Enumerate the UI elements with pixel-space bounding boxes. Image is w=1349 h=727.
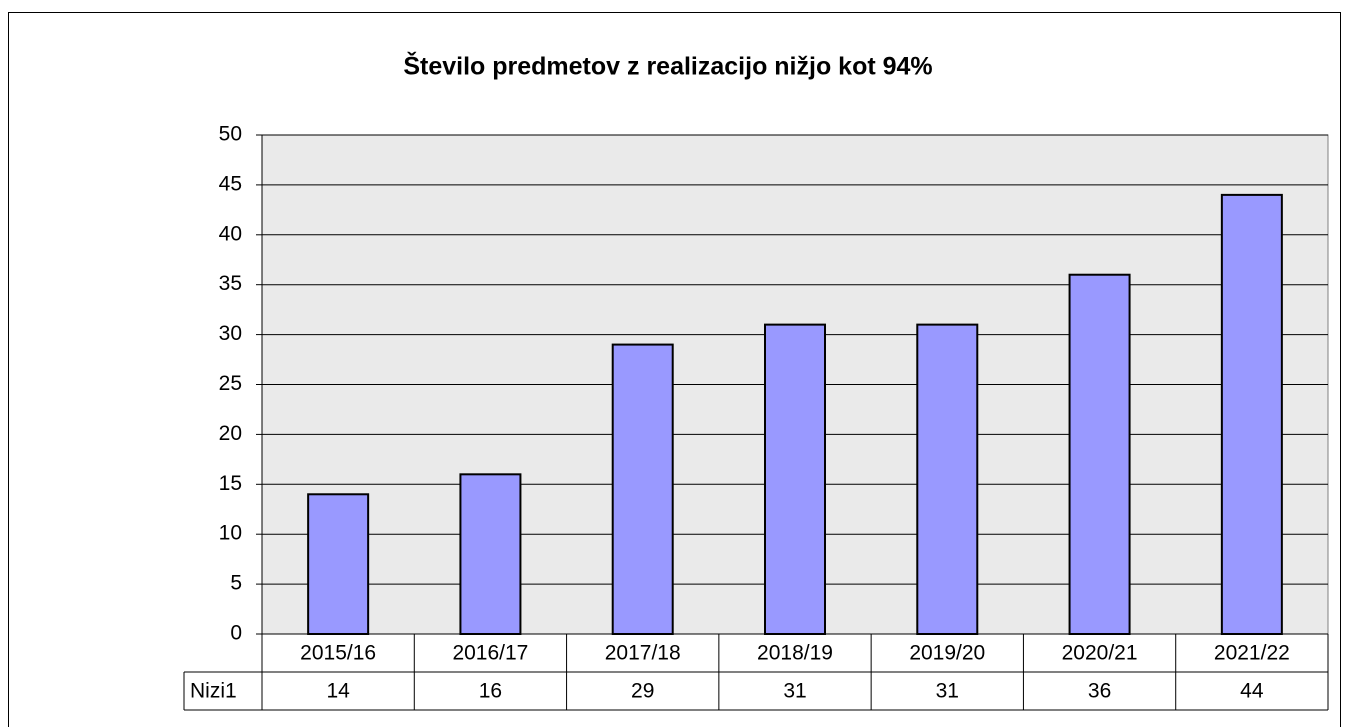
x-tick-label: 2015/16 (300, 642, 376, 665)
bar (916, 323, 979, 635)
y-tick-label: 40 (219, 222, 242, 245)
chart-title: Število predmetov z realizacijo nižjo ko… (403, 51, 932, 81)
y-tick-label: 20 (219, 422, 242, 445)
table-value: 31 (783, 680, 806, 703)
bar (764, 323, 826, 635)
legend-label: Nizi1 (190, 680, 237, 703)
table-value: 44 (1240, 680, 1264, 703)
x-tick-label: 2019/20 (909, 642, 985, 665)
table-value: 36 (1088, 680, 1111, 703)
y-tick-label: 45 (219, 172, 242, 195)
table-value: 31 (936, 680, 959, 703)
bar (307, 493, 370, 635)
x-tick-label: 2016/17 (452, 642, 528, 665)
y-tick-label: 50 (219, 123, 242, 146)
table-value: 16 (479, 680, 502, 703)
table-value: 29 (631, 680, 654, 703)
x-tick-label: 2020/21 (1062, 642, 1138, 665)
y-tick-label: 0 (230, 622, 242, 645)
y-tick-label: 10 (219, 522, 242, 545)
x-tick-label: 2018/19 (757, 642, 833, 665)
y-tick-label: 30 (219, 322, 242, 345)
y-tick-label: 5 (230, 572, 242, 595)
y-tick-label: 15 (219, 472, 242, 495)
y-tick-label: 35 (219, 272, 242, 295)
table-value: 14 (326, 680, 350, 703)
y-tick-label: 25 (219, 372, 242, 395)
x-tick-label: 2017/18 (605, 642, 681, 665)
bar (1068, 273, 1131, 635)
x-tick-label: 2021/22 (1214, 642, 1290, 665)
bar (1220, 193, 1283, 635)
bar (459, 473, 522, 635)
bar (611, 343, 674, 635)
